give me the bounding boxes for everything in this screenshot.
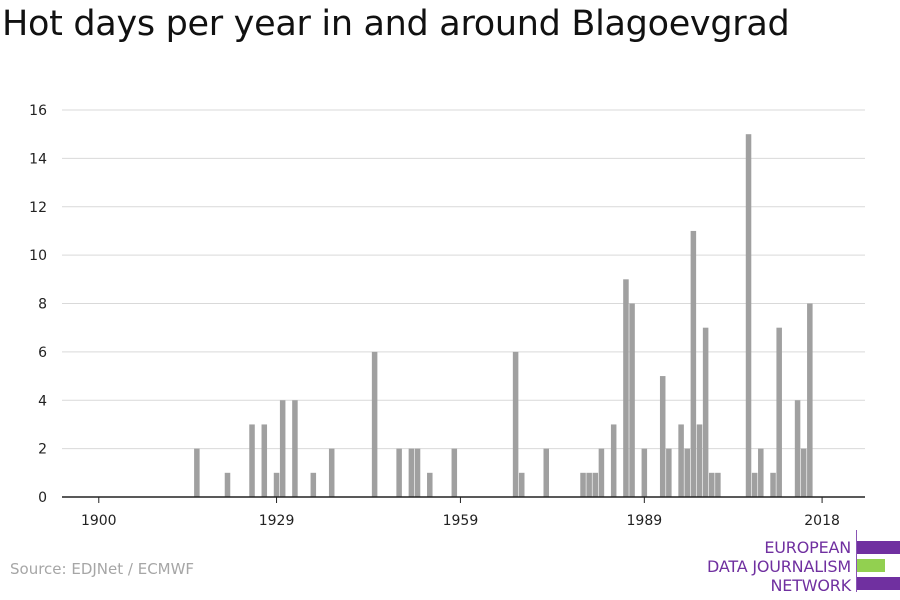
bar [690,230,697,497]
bar [371,351,378,497]
bar [598,448,605,497]
x-tick-label: 1989 [627,513,663,529]
bar [194,448,200,497]
bars [194,134,813,497]
bar [224,472,231,497]
bar [794,400,801,497]
bar [659,376,666,497]
x-tick-labels: 1900 1929 1959 1989 2018 [81,513,840,529]
y-tick-label: 8 [38,297,47,313]
bar [414,448,421,497]
bar [807,303,813,497]
x-tick-label: 2018 [804,513,840,529]
bar [702,327,709,497]
logo-bar-purple-top [857,541,900,554]
y-tick-labels: 0 2 4 6 8 10 12 14 16 [29,103,47,506]
logo-line-data-journalism: DATA JOURNALISM [707,557,851,576]
bar [641,448,648,497]
logo-bar-green [857,559,885,572]
bar [586,472,592,497]
bar [592,472,599,497]
axes [62,496,865,503]
x-tick-label: 1929 [259,513,295,529]
y-tick-label: 10 [29,248,47,264]
bar [279,400,286,497]
bar [451,448,458,497]
x-tick-label: 1900 [81,513,117,529]
bar [715,472,721,497]
bar [543,448,550,497]
bar-chart: 0 2 4 6 8 10 12 14 16 1900 1929 1959 1989 2018 [29,103,865,529]
bar [310,472,317,497]
y-tick-label: 14 [29,151,47,167]
bar [518,472,525,497]
y-tick-label: 4 [38,393,47,409]
bar [708,472,715,497]
bar [249,424,255,497]
bar [623,279,629,497]
bar [751,472,758,497]
logo-line-european: EUROPEAN [764,538,851,557]
bar [427,472,433,497]
y-tick-label: 2 [38,442,47,458]
bar [261,424,268,497]
bar [666,448,672,497]
grid-lines [62,109,865,450]
y-tick-label: 6 [38,345,47,361]
bar [696,424,703,497]
bar [776,327,782,497]
logo-divider [856,530,857,592]
bar [678,424,684,497]
logo-bar-purple-bottom [857,577,900,590]
bar [408,448,415,497]
y-tick-label: 12 [29,200,47,216]
bar [512,351,519,497]
x-tick-label: 1959 [443,513,479,529]
y-tick-label: 16 [29,103,47,119]
bar [328,448,335,497]
bar [745,134,752,497]
y-tick-label: 0 [38,490,47,506]
bar [758,448,764,497]
bar [610,424,617,497]
bar [684,448,690,497]
bar [396,448,402,497]
bar [629,303,635,497]
chart-title: Hot days per year in and around Blagoevg… [2,4,790,44]
bar [770,472,776,497]
bar [273,472,280,497]
bar [800,448,807,497]
source-note: Source: EDJNet / ECMWF [10,560,195,578]
logo-line-network: NETWORK [770,576,852,595]
bar [580,472,586,497]
bar [292,400,298,497]
edjnet-logo[interactable]: EUROPEAN DATA JOURNALISM NETWORK [700,530,900,600]
